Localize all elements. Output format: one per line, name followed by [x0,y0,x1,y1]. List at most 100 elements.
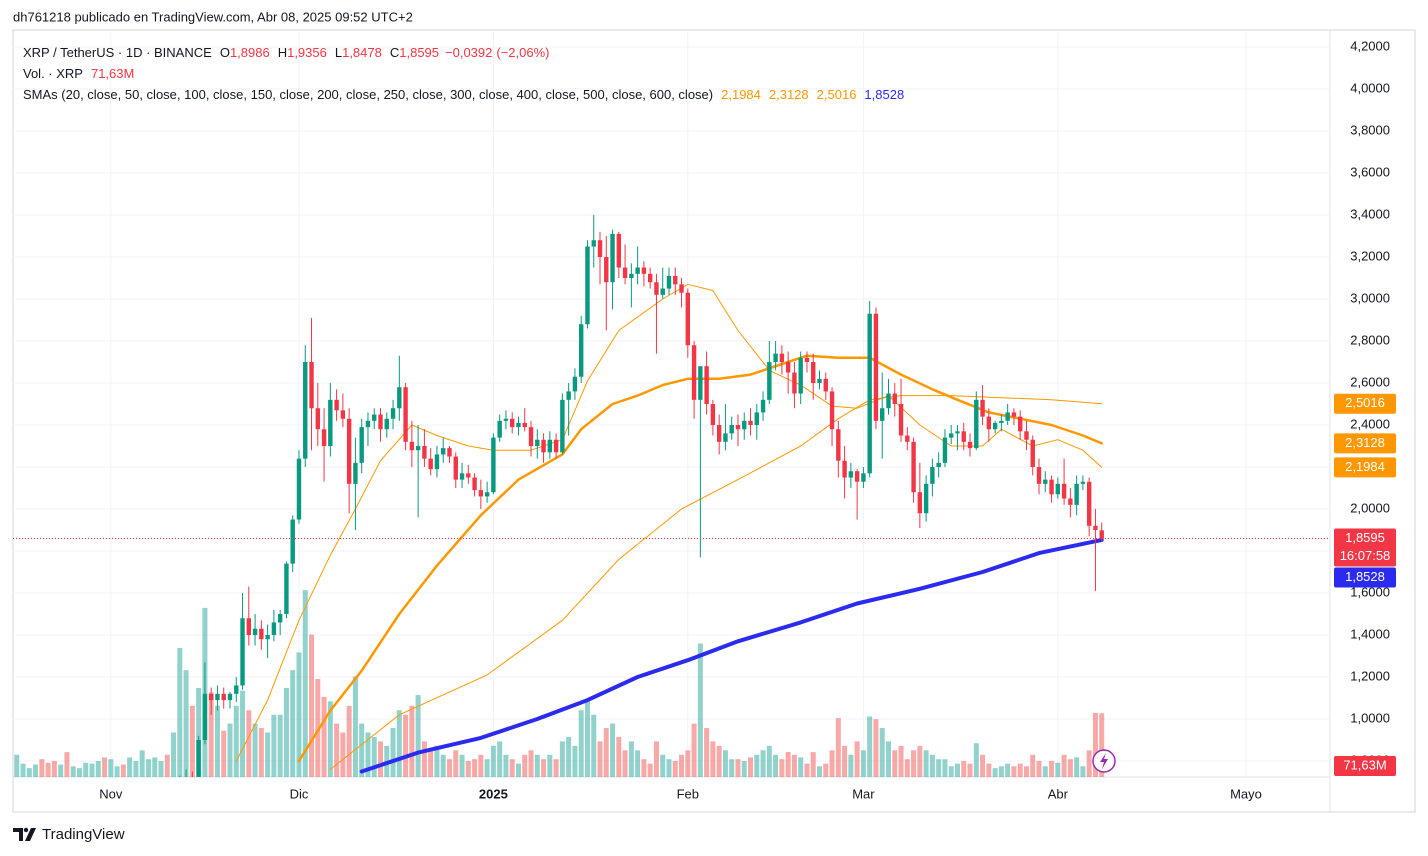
candle-body [817,378,822,384]
volume-bar [33,764,39,777]
candle-body [321,429,327,447]
volume-bar [315,679,321,777]
candle-body [334,399,339,411]
candle-body [1080,481,1086,484]
volume-bar [685,750,691,777]
volume-bar [58,764,64,777]
volume-bar [171,732,177,777]
candle-body [578,324,584,377]
symbol: XRP / TetherUS · 1D · BINANCE [23,45,212,60]
volume-bar [152,757,158,777]
volume-bar [704,728,710,777]
candle-body [441,448,446,455]
volume-bar [246,710,252,777]
candle-body [328,399,333,447]
sma-price-box [1334,393,1396,414]
volume-value: 71,63M [91,66,134,81]
candle-body [861,473,866,482]
sma-value: 2,1984 [721,87,761,102]
volume-bar [804,763,810,777]
candle-body [886,393,891,409]
candle-body [403,387,408,442]
candle-body [867,313,872,474]
candle-body [353,462,358,484]
candle-body [541,439,546,453]
lightning-icon[interactable] [1092,749,1116,773]
volume-bar [296,652,302,777]
candle-body [811,362,816,384]
x-tick-label: Mar [852,786,875,801]
last-price-box [1334,528,1396,567]
volume-bar [321,696,327,777]
volume-bar [421,741,427,777]
volume-bar [992,768,998,777]
volume-bar [1074,757,1080,777]
volume-bar [528,750,534,777]
candle-body [510,418,515,428]
candle-body [365,420,371,428]
candle-body [767,362,772,400]
candle-body [535,439,540,447]
sma-line [359,537,1104,774]
volume-bar [64,752,70,777]
legend-row: XRP / TetherUS · 1D · BINANCE O1,8986 H1,9… [23,45,550,60]
candle-body [215,693,220,701]
volume-bar [20,763,26,777]
volume-bar [497,741,503,777]
volume-bar [1099,713,1105,777]
candle-body [303,362,308,459]
y-tick-label: 4,2000 [1350,38,1390,53]
volume-bar [114,766,120,777]
candle-body [478,490,484,497]
volume-bar [472,759,478,777]
y-tick-label: 2,6000 [1350,374,1390,389]
volume-bar [145,759,151,777]
header: dh761218 publicado en TradingView.com, A… [13,9,413,24]
y-tick-label: 4,0000 [1350,80,1390,95]
volume-bar [214,705,220,777]
icon-bolt [1100,753,1108,769]
volume-bar [672,760,678,777]
volume-bar [760,750,766,777]
candle-body [604,257,609,283]
candle-body [1068,498,1073,505]
volume-bar [748,757,754,777]
volume-bar [848,754,854,777]
volume-bar [559,741,565,777]
volume-bar [309,634,315,777]
volume-bar [948,766,954,777]
volume-bar [534,754,540,777]
volume-bar [503,754,509,777]
volume-bar [961,760,967,777]
candle-body [497,420,502,438]
candle-body [447,448,452,457]
volume-bar [334,723,340,777]
last-price-label: 1,8595 [1345,530,1385,545]
candle-body [1017,416,1023,432]
volume-bar [603,728,609,777]
candle-body [1005,412,1010,421]
volume-bar [509,759,515,777]
candle-body [296,458,302,520]
sma-line [235,283,1103,762]
volume-bar [773,754,779,777]
volume-bar [986,763,992,777]
candle-body [742,420,747,430]
volume-bar [139,750,145,777]
candle-body [1030,439,1035,468]
ohlc-key: C [390,45,399,60]
x-tick-label: Abr [1048,786,1069,801]
volume-bar [515,763,521,777]
candle-body [829,391,835,430]
volume-bar [660,754,666,777]
volume-bar [1017,763,1023,777]
candle-body [246,618,252,636]
sma-price-box [1334,457,1396,478]
candle-body [798,357,803,394]
y-tick-label: 3,0000 [1350,290,1390,305]
ohlc-value: 1,8595 [399,45,439,60]
candle-body [453,456,458,480]
candle-body [716,425,722,442]
candle-body [346,418,352,484]
